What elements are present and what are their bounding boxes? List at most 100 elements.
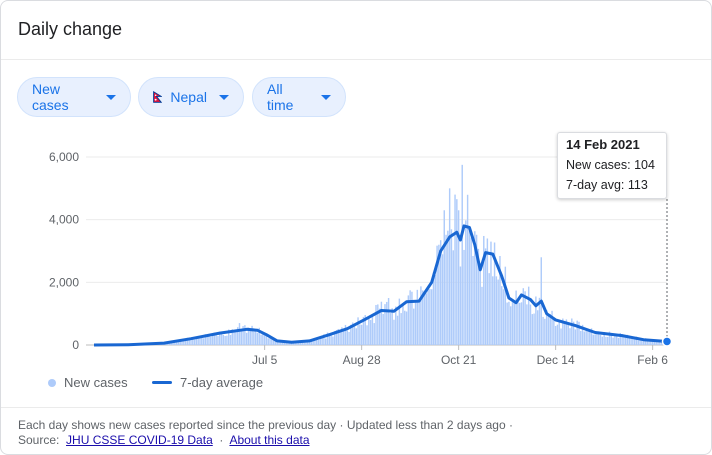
- new-cases-bar: [592, 334, 595, 345]
- new-cases-bar: [290, 342, 293, 345]
- new-cases-bar: [594, 334, 596, 345]
- new-cases-bar: [204, 334, 207, 345]
- new-cases-bar: [296, 342, 298, 345]
- new-cases-bar: [657, 341, 659, 345]
- new-cases-bar: [605, 336, 607, 345]
- new-cases-bar: [183, 339, 185, 345]
- new-cases-bar: [244, 325, 246, 345]
- legend-seven-day-average[interactable]: 7-day average: [152, 375, 263, 390]
- new-cases-bar: [242, 326, 244, 345]
- new-cases-bar: [536, 310, 539, 345]
- new-cases-bar: [633, 337, 636, 345]
- footer-divider: [1, 407, 711, 408]
- new-cases-bar: [240, 330, 243, 345]
- about-data-link[interactable]: About this data: [229, 433, 310, 447]
- new-cases-bar: [391, 308, 393, 345]
- new-cases-bar: [396, 315, 399, 345]
- new-cases-bar: [515, 290, 517, 345]
- new-cases-bar: [439, 240, 442, 345]
- daily-cases-chart[interactable]: 0 2,000 4,000 6,000 Jul 5 Aug 28 Oct 21 Dec 14…: [1, 1, 712, 401]
- new-cases-bar: [317, 340, 320, 345]
- new-cases-bar: [398, 298, 401, 345]
- new-cases-bar: [312, 339, 314, 345]
- new-cases-bar: [328, 333, 331, 345]
- new-cases-bar: [319, 339, 322, 345]
- new-cases-bar: [181, 340, 183, 345]
- new-cases-bar: [513, 301, 516, 345]
- new-cases-bar: [551, 310, 553, 345]
- new-cases-bar: [353, 326, 356, 345]
- new-cases-bar: [576, 320, 578, 345]
- new-cases-bar: [630, 337, 632, 345]
- new-cases-bar: [438, 244, 440, 345]
- new-cases-bar: [420, 286, 422, 345]
- new-cases-bar: [596, 332, 598, 345]
- new-cases-bar: [529, 304, 532, 345]
- new-cases-bar: [360, 324, 363, 345]
- new-cases-bar: [427, 288, 429, 345]
- new-cases-bar: [556, 324, 559, 345]
- new-cases-bar: [287, 342, 289, 345]
- new-cases-bar: [456, 199, 458, 345]
- new-cases-bar: [558, 322, 560, 345]
- new-cases-bar: [233, 330, 235, 345]
- new-cases-bar: [549, 314, 551, 345]
- new-cases-bar: [483, 235, 485, 345]
- new-cases-bar: [492, 276, 494, 345]
- new-cases-bar: [580, 330, 582, 345]
- new-cases-bar: [524, 291, 526, 345]
- new-cases-bar: [466, 194, 469, 345]
- new-cases-bar: [330, 334, 332, 345]
- new-cases-bar: [599, 334, 602, 345]
- new-cases-bar: [495, 276, 498, 345]
- new-cases-bar: [608, 331, 611, 345]
- new-cases-bars: [95, 164, 668, 345]
- new-cases-bar: [283, 342, 286, 345]
- new-cases-bar: [168, 342, 171, 345]
- new-cases-bar: [490, 241, 492, 345]
- new-cases-bar: [402, 305, 404, 345]
- new-cases-bar: [199, 337, 201, 345]
- chart-tooltip: 14 Feb 2021 New cases: 104 7-day avg: 11…: [557, 132, 667, 199]
- tooltip-average: 7-day avg: 113: [566, 178, 648, 192]
- legend-new-cases[interactable]: New cases: [48, 375, 128, 390]
- footer-separator: ·: [219, 433, 224, 447]
- new-cases-bar: [650, 339, 652, 345]
- nepal-flag-icon: [153, 90, 163, 103]
- new-cases-bar: [355, 328, 357, 345]
- new-cases-bar: [414, 300, 417, 345]
- new-cases-bar: [583, 331, 586, 345]
- new-cases-bar: [210, 336, 212, 345]
- new-cases-bar: [413, 308, 415, 345]
- new-cases-bar: [465, 220, 467, 345]
- footer-note: Each day shows new cases reported since …: [18, 418, 513, 432]
- new-cases-bar: [351, 322, 354, 345]
- new-cases-bar: [323, 334, 325, 345]
- new-cases-bar: [227, 329, 230, 345]
- new-cases-bar: [626, 334, 629, 345]
- new-cases-bar: [522, 288, 525, 345]
- new-cases-bar: [651, 340, 654, 345]
- source-link[interactable]: JHU CSSE COVID-19 Data: [66, 433, 213, 447]
- new-cases-bar: [285, 341, 287, 345]
- new-cases-bar: [488, 273, 490, 345]
- new-cases-bar: [238, 323, 241, 345]
- new-cases-bar: [332, 336, 334, 345]
- new-cases-bar: [501, 286, 503, 345]
- location-dropdown[interactable]: Nepal: [138, 77, 244, 117]
- y-tick-label: 6,000: [49, 150, 79, 164]
- new-cases-bar: [378, 308, 381, 345]
- metric-dropdown[interactable]: New cases: [17, 77, 131, 117]
- period-dropdown[interactable]: All time: [252, 77, 346, 117]
- new-cases-bar: [184, 340, 187, 345]
- new-cases-bar: [362, 316, 365, 345]
- new-cases-bar: [368, 318, 370, 345]
- new-cases-bar: [179, 339, 181, 345]
- new-cases-bar: [463, 249, 465, 345]
- new-cases-bar: [569, 328, 571, 345]
- new-cases-bar: [256, 332, 259, 345]
- new-cases-bar: [386, 301, 388, 345]
- new-cases-bar: [646, 338, 648, 345]
- new-cases-bar: [186, 337, 189, 345]
